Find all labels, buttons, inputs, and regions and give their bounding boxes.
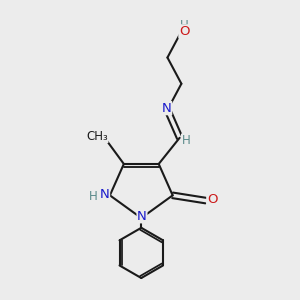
Text: O: O bbox=[179, 25, 189, 38]
Text: N: N bbox=[100, 188, 110, 201]
Text: N: N bbox=[162, 102, 172, 115]
Text: CH₃: CH₃ bbox=[86, 130, 108, 142]
Text: H: H bbox=[180, 19, 189, 32]
Text: H: H bbox=[89, 190, 98, 203]
Text: O: O bbox=[207, 193, 217, 206]
Text: H: H bbox=[182, 134, 190, 147]
Text: N: N bbox=[137, 210, 147, 223]
